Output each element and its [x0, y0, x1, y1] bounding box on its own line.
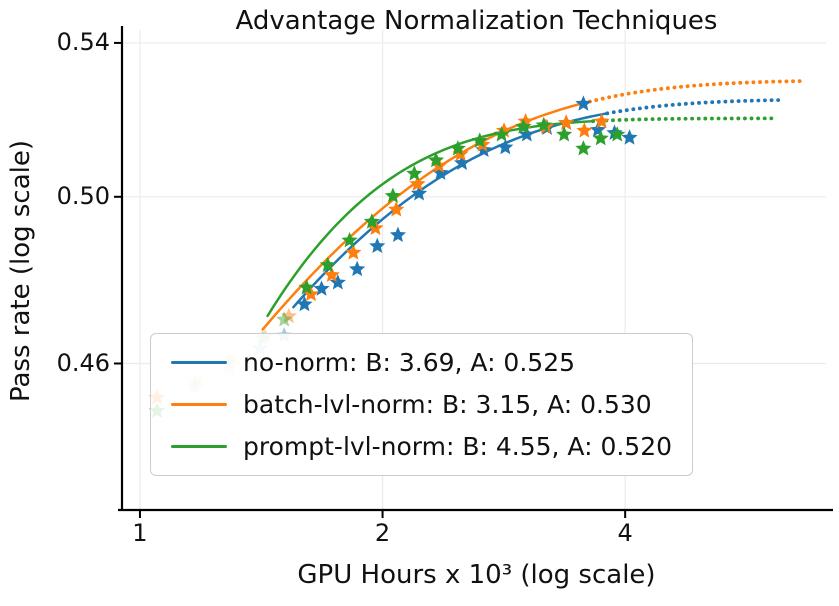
x-tick-label: 1	[132, 519, 148, 547]
legend-entry: prompt-lvl-norm: B: 4.55, A: 0.520	[171, 432, 672, 461]
y-tick-label: 0.54	[56, 27, 110, 56]
y-tick-label: 0.50	[56, 181, 110, 210]
legend-entry: no-norm: B: 3.69, A: 0.525	[171, 348, 672, 377]
legend-entry: batch-lvl-norm: B: 3.15, A: 0.530	[171, 390, 672, 419]
x-axis-label: GPU Hours x 10³ (log scale)	[297, 560, 656, 590]
legend-entry-label: no-norm: B: 3.69, A: 0.525	[243, 348, 576, 377]
x-tick-label: 2	[374, 519, 391, 547]
chart-title: Advantage Normalization Techniques	[235, 6, 718, 36]
legend-entry-label: batch-lvl-norm: B: 3.15, A: 0.530	[243, 390, 652, 419]
legend-line-sample	[171, 403, 227, 406]
legend-line-sample	[171, 445, 227, 448]
legend-entry-label: prompt-lvl-norm: B: 4.55, A: 0.520	[243, 432, 673, 461]
legend-line-sample	[171, 361, 227, 364]
legend: no-norm: B: 3.69, A: 0.525 batch-lvl-norm…	[150, 333, 694, 476]
y-axis-label: Pass rate (log scale)	[6, 139, 36, 403]
y-tick-label: 0.46	[56, 348, 110, 377]
x-tick-label: 4	[617, 519, 633, 547]
